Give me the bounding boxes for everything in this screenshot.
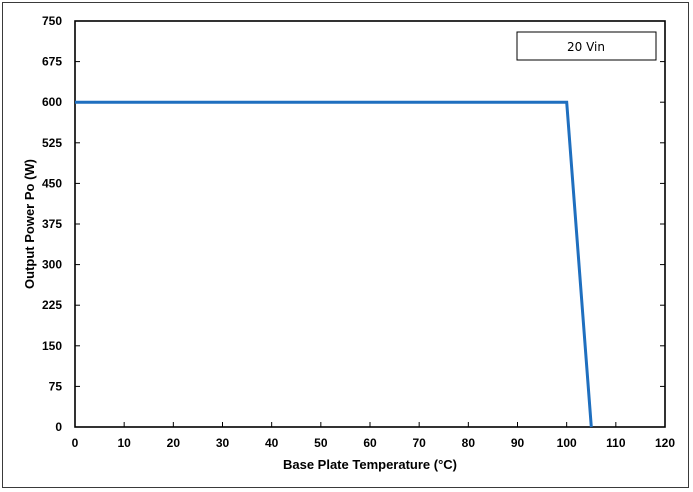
x-axis-title: Base Plate Temperature (°C) bbox=[283, 457, 457, 472]
x-tick-label: 120 bbox=[655, 436, 675, 450]
y-tick-label: 0 bbox=[55, 420, 62, 434]
y-tick-label: 300 bbox=[42, 258, 62, 272]
y-tick-label: 750 bbox=[42, 14, 62, 28]
x-tick-label: 10 bbox=[117, 436, 131, 450]
x-tick-label: 20 bbox=[167, 436, 181, 450]
y-tick-label: 375 bbox=[42, 217, 62, 231]
x-tick-label: 80 bbox=[462, 436, 476, 450]
legend-label: 20 Vin bbox=[567, 40, 605, 54]
x-tick-label: 70 bbox=[412, 436, 426, 450]
series-line bbox=[75, 100, 593, 428]
x-tick-label: 30 bbox=[216, 436, 230, 450]
x-tick-label: 60 bbox=[363, 436, 377, 450]
y-tick-label: 75 bbox=[49, 379, 63, 393]
x-tick-label: 50 bbox=[314, 436, 328, 450]
chart-frame bbox=[2, 2, 689, 488]
x-tick-label: 110 bbox=[606, 436, 626, 450]
x-tick-label: 90 bbox=[511, 436, 525, 450]
x-tick-label: 0 bbox=[72, 436, 79, 450]
y-tick-label: 525 bbox=[42, 136, 62, 150]
x-tick-label: 100 bbox=[557, 436, 577, 450]
plot-area: 0 75 150 225 300 375 450 525 600 675 750 0 10 20 30 40 5… bbox=[42, 14, 675, 450]
x-tick-label: 40 bbox=[265, 436, 279, 450]
y-axis-title: Output Power Po (W) bbox=[22, 159, 37, 289]
y-tick-label: 225 bbox=[42, 298, 62, 312]
legend-box bbox=[516, 31, 657, 61]
y-tick-label: 450 bbox=[42, 176, 62, 190]
y-tick-label: 675 bbox=[42, 55, 62, 69]
y-tick-label: 150 bbox=[42, 339, 62, 353]
y-tick-label: 600 bbox=[42, 95, 62, 109]
legend: 20 Vin bbox=[516, 31, 657, 61]
